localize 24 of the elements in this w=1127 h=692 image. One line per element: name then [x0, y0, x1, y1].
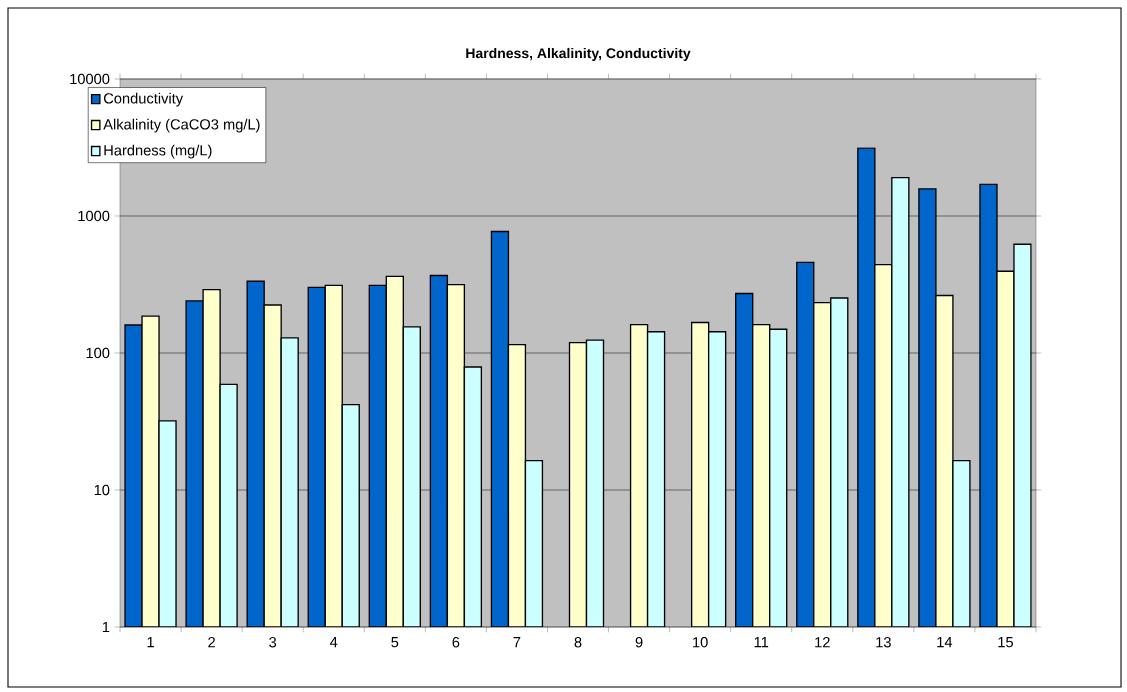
x-tick-label: 8 [574, 637, 582, 648]
x-tick-label: 3 [269, 637, 277, 648]
x-tick-label: 10 [693, 637, 708, 648]
x-tick-label: 11 [754, 637, 769, 648]
x-tick-label: 14 [937, 637, 953, 648]
x-tick-label: 2 [208, 637, 215, 648]
x-tick-label: 7 [513, 637, 521, 648]
x-tick-label: 12 [815, 637, 830, 648]
x-tick-label: 15 [998, 637, 1013, 648]
y-tick-label: 1000 [78, 210, 110, 222]
chart-title: Hardness, Alkalinity, Conductivity [466, 47, 691, 61]
legend-label: Hardness (mg/L) [104, 144, 212, 159]
y-tick-label: 10000 [70, 73, 110, 85]
x-tick-label: 6 [452, 637, 460, 648]
x-tick-label: 5 [391, 637, 399, 648]
x-tick-label: 9 [635, 637, 643, 648]
y-tick-label: 1 [102, 621, 110, 633]
y-tick-label: 10 [94, 484, 110, 496]
x-tick-label: 13 [876, 637, 891, 648]
legend-label: Alkalinity (CaCO3 mg/L) [103, 118, 260, 133]
legend-label: Conductivity [103, 92, 184, 107]
x-tick-label: 1 [147, 637, 154, 648]
y-tick-label: 100 [86, 347, 110, 359]
x-tick-label: 4 [329, 637, 338, 648]
